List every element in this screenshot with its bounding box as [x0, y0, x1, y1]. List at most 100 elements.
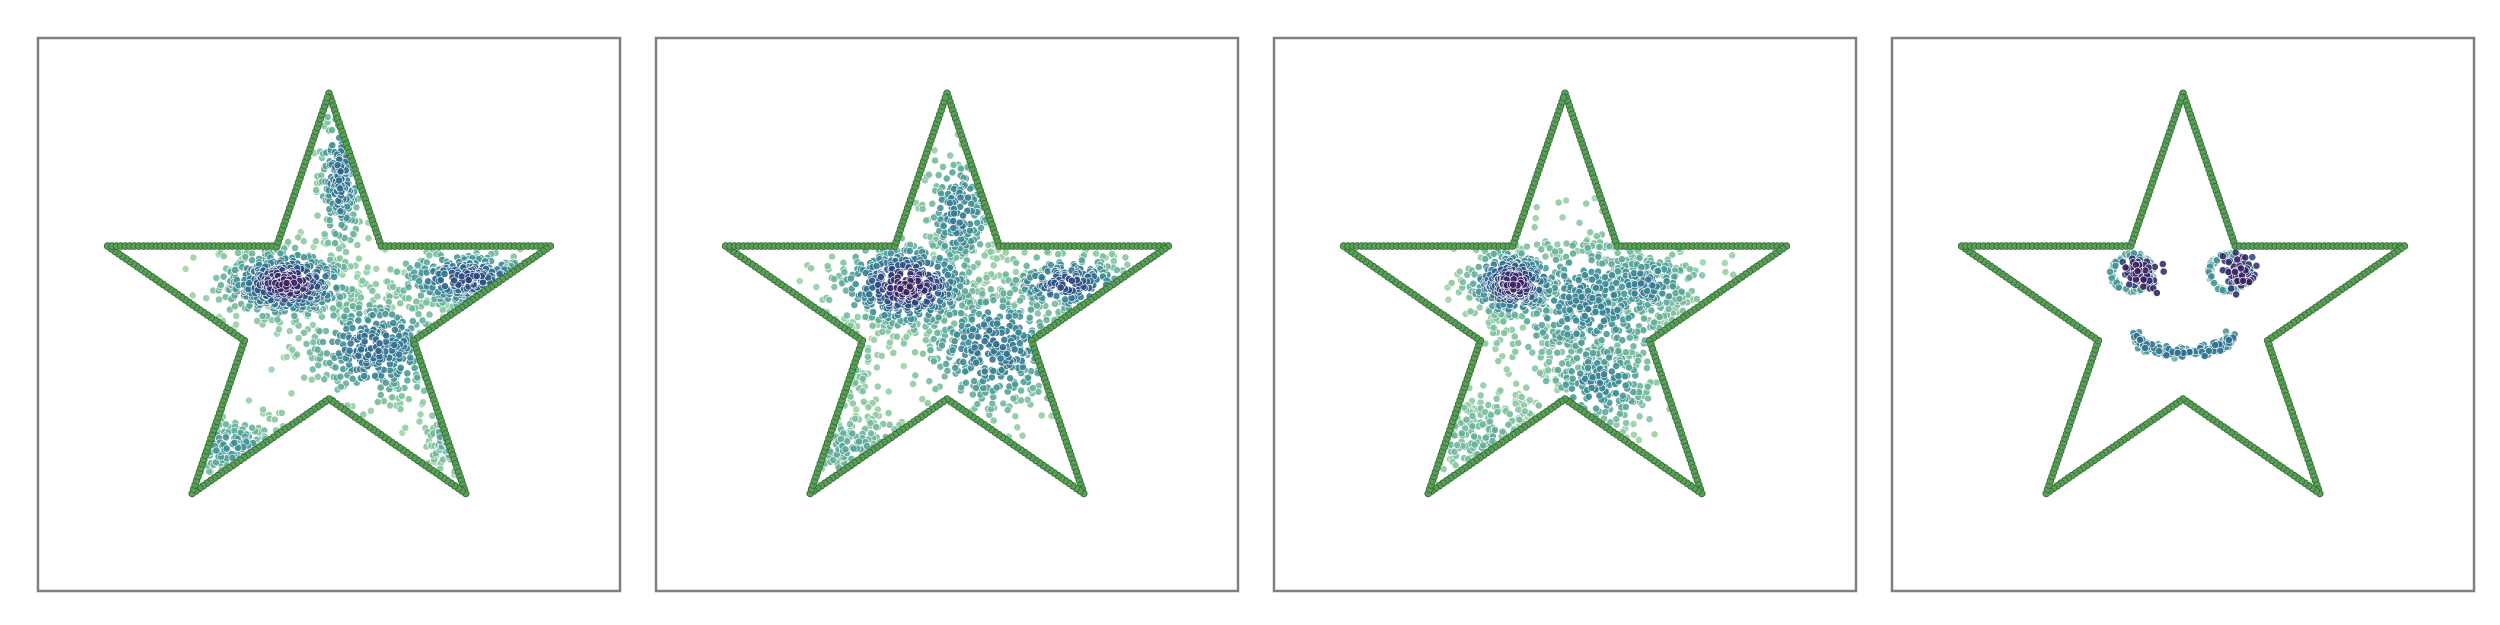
scatter-point — [1572, 316, 1581, 325]
scatter-point — [1622, 348, 1630, 357]
scatter-point — [1643, 364, 1651, 372]
scatter-point — [1020, 248, 1029, 257]
scatter-point — [858, 374, 867, 383]
scatter-point — [408, 317, 417, 325]
scatter-point — [396, 299, 405, 308]
scatter-point — [893, 332, 901, 341]
scatter-point — [331, 230, 340, 238]
scatter-point — [1493, 408, 1502, 416]
scatter-point — [1728, 251, 1737, 260]
scatter-point — [1042, 316, 1051, 324]
outline-point — [941, 93, 950, 102]
scatter-point — [1614, 372, 1623, 380]
scatter-point — [212, 273, 221, 282]
scatter-point — [1492, 394, 1501, 403]
scatter-point — [970, 343, 979, 352]
scatter-point — [1645, 415, 1654, 424]
scatter-point — [288, 345, 297, 354]
scatter-point — [352, 203, 361, 212]
scatter-point — [401, 423, 410, 432]
scatter-point — [926, 346, 935, 355]
scatter-point — [1586, 228, 1595, 237]
scatter-point — [202, 294, 211, 303]
scatter-point — [1592, 404, 1600, 413]
scatter-point — [919, 349, 927, 358]
scatter-point — [416, 410, 425, 419]
scatter-point — [1552, 255, 1560, 264]
scatter-point — [1581, 271, 1589, 280]
scatter-point — [853, 313, 862, 321]
scatter-point — [943, 366, 952, 375]
scatter-point — [1006, 289, 1014, 298]
scatter-point — [336, 293, 345, 301]
scatter-point — [1553, 348, 1562, 357]
scatter-point — [1524, 343, 1533, 351]
scatter-point — [333, 161, 342, 170]
scatter-point — [1602, 330, 1611, 338]
scatter-point — [885, 420, 894, 429]
scatter-point — [861, 312, 870, 321]
scatter-point — [911, 348, 919, 357]
scatter-point — [865, 290, 874, 299]
scatter-point — [1481, 255, 1490, 263]
scatter-point — [1505, 410, 1514, 418]
scatter-point — [408, 304, 417, 313]
scatter-point — [971, 384, 980, 392]
scatter-point — [981, 298, 990, 307]
scatter-point — [1621, 381, 1630, 390]
scatter-point — [1033, 309, 1042, 318]
scatter-point — [294, 233, 303, 242]
scatter-point — [1051, 299, 1059, 308]
scatter-point — [413, 261, 422, 269]
scatter-point — [1466, 307, 1475, 316]
scatter-point — [312, 186, 320, 194]
scatter-point — [388, 310, 397, 319]
scatter-point — [1614, 347, 1623, 355]
scatter-point — [1605, 242, 1614, 251]
scatter-point — [1514, 405, 1523, 414]
scatter-point — [1024, 373, 1032, 382]
scatter-point — [1545, 358, 1553, 366]
scatter-point — [1539, 328, 1547, 337]
scatter-point — [354, 254, 363, 263]
scatter-point — [320, 230, 329, 238]
scatter-point — [1551, 376, 1560, 385]
scatter-point — [957, 164, 965, 173]
scatter-point — [1558, 213, 1567, 222]
scatter-point — [360, 337, 369, 346]
scatter-point — [1502, 365, 1511, 374]
scatter-point — [419, 398, 427, 407]
scatter-point — [1521, 407, 1529, 416]
scatter-point — [1534, 401, 1543, 410]
scatter-point — [972, 358, 981, 367]
scatter-point — [996, 354, 1005, 363]
scatter-point — [1475, 303, 1484, 312]
scatter-point — [1517, 249, 1526, 258]
scatter-point — [946, 151, 955, 160]
scatter-point — [390, 341, 399, 349]
scatter-point — [1620, 289, 1628, 298]
scatter-point — [928, 199, 937, 208]
scatter-point — [889, 348, 898, 357]
scatter-point — [957, 309, 965, 318]
scatter-point — [293, 350, 301, 359]
scatter-point — [436, 276, 445, 284]
scatter-point — [335, 300, 344, 309]
scatter-point — [422, 298, 431, 307]
scatter-point — [1551, 247, 1559, 256]
scatter-point — [859, 397, 868, 406]
scatter-point — [1439, 465, 1448, 474]
scatter-point — [1582, 199, 1591, 208]
scatter-point — [375, 339, 384, 348]
scatter-point — [1654, 267, 1662, 275]
scatter-point — [1478, 420, 1487, 429]
scatter-point — [363, 263, 372, 272]
scatter-point — [1494, 357, 1503, 365]
scatter-point — [325, 216, 334, 225]
scatter-point — [929, 357, 938, 366]
scatter-point — [1605, 353, 1613, 362]
scatter-point — [878, 327, 887, 336]
scatter-point — [337, 220, 346, 229]
scatter-point — [1655, 313, 1664, 321]
scatter-point — [873, 382, 882, 391]
